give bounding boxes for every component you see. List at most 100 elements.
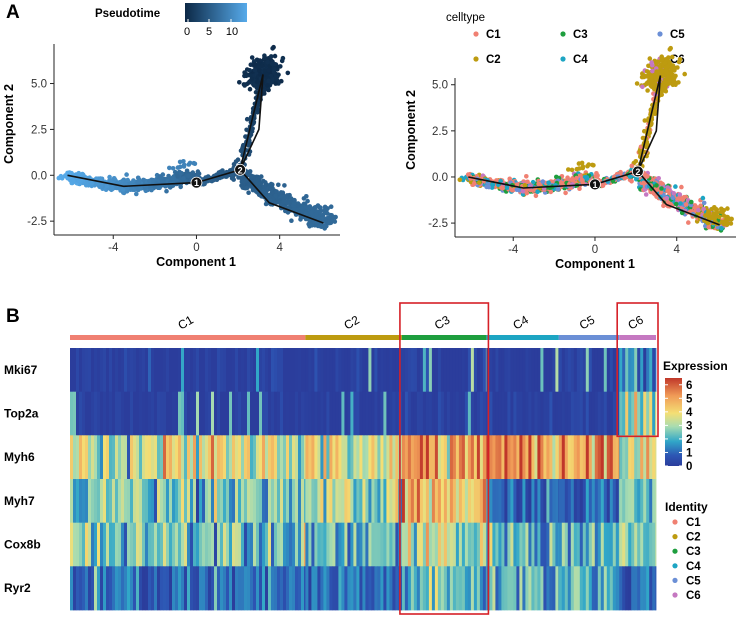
plot1-point xyxy=(274,189,279,194)
plot1-point xyxy=(120,187,126,192)
heatmap-cell xyxy=(317,348,321,393)
plot2-point xyxy=(727,216,732,222)
heatmap-cell xyxy=(634,522,638,567)
heatmap-cell xyxy=(181,479,185,524)
heatmap-cell xyxy=(449,566,454,611)
heatmap-cell xyxy=(392,566,396,611)
heatmap-cell xyxy=(94,566,98,611)
heatmap-cell xyxy=(241,391,245,436)
plot1-point xyxy=(331,214,336,220)
plot2-point xyxy=(654,183,659,188)
heatmap-cell xyxy=(139,391,143,436)
heatmap-cell xyxy=(507,435,511,480)
heatmap-cell xyxy=(175,348,179,393)
heatmap-cell xyxy=(546,435,550,480)
heatmap-cell xyxy=(172,566,176,611)
heatmap-cell xyxy=(422,522,427,567)
heatmap-cell xyxy=(473,348,478,393)
heatmap-cell xyxy=(298,479,302,524)
plot2-point xyxy=(701,206,706,212)
heatmap-cell xyxy=(410,522,415,567)
heatmap-cell xyxy=(476,391,481,436)
pseudotime-plot: Pseudotime 0 5 10 12 -4 0 4-2.50.02.55.0 C… xyxy=(2,3,340,269)
heatmap-cell xyxy=(618,348,620,393)
heatmap-cell xyxy=(73,522,77,567)
plot1-point xyxy=(178,184,183,190)
heatmap-cell xyxy=(410,348,415,393)
heatmap-cell xyxy=(549,566,553,611)
heatmap-cell xyxy=(455,391,460,436)
heatmap-cell xyxy=(440,479,445,524)
plot2-point xyxy=(662,84,667,89)
plot1-ylabel: Component 2 xyxy=(2,84,16,164)
heatmap-cell xyxy=(619,348,623,393)
plot1-point xyxy=(263,201,269,207)
plot2-point xyxy=(525,179,530,185)
plot2-point xyxy=(546,180,551,185)
heatmap-cell xyxy=(365,479,369,524)
plot1-point xyxy=(256,181,262,186)
plot2-point xyxy=(577,186,582,191)
heatmap-cell xyxy=(214,435,218,480)
plot1-point xyxy=(306,221,312,227)
plot1-point xyxy=(261,188,266,193)
heatmap-cell xyxy=(181,348,185,393)
heatmap-cell xyxy=(492,522,496,567)
plot2-point xyxy=(701,200,707,206)
plot1-point xyxy=(273,74,279,80)
heatmap-cell xyxy=(347,348,351,393)
heatmap-cell xyxy=(335,348,339,393)
plot2-point xyxy=(637,149,643,155)
heatmap-cell xyxy=(392,522,396,567)
plot2-ylabel: Component 2 xyxy=(404,90,418,170)
plot2-point xyxy=(654,69,659,74)
heatmap-cell xyxy=(492,479,496,524)
heatmap-cell xyxy=(537,348,541,393)
branch-point-marker xyxy=(234,163,247,176)
heatmap-cell xyxy=(431,479,436,524)
heatmap-cell xyxy=(109,566,113,611)
heatmap-cell xyxy=(631,435,635,480)
heatmap-cell xyxy=(232,479,236,524)
heatmap-cell xyxy=(492,435,496,480)
heatmap-cell xyxy=(401,566,403,611)
heatmap-cell xyxy=(579,566,584,611)
plot2-point xyxy=(670,195,675,200)
heatmap-cell xyxy=(226,566,230,611)
heatmap-cell xyxy=(172,435,176,480)
heatmap-cell xyxy=(100,348,104,393)
heatmap-cell xyxy=(335,566,339,611)
heatmap-cell xyxy=(576,479,581,524)
plot2-point xyxy=(563,190,568,196)
heatmap-cell xyxy=(365,348,369,393)
heatmap-cell xyxy=(646,522,650,567)
heatmap-cell xyxy=(419,348,424,393)
heatmap-cell xyxy=(431,348,436,393)
heatmap-cell xyxy=(649,522,653,567)
heatmap-cell xyxy=(139,522,143,567)
plot1-point xyxy=(243,178,249,184)
heatmap-cell xyxy=(585,348,590,393)
heatmap-cell xyxy=(531,522,535,567)
plot1-point xyxy=(159,178,165,184)
heatmap-cell xyxy=(341,566,345,611)
heatmap-cell xyxy=(314,479,318,524)
heatmap-cell xyxy=(407,522,412,567)
heatmap-cell xyxy=(552,391,556,436)
heatmap-cell xyxy=(88,479,92,524)
heatmap-cell xyxy=(265,566,269,611)
heatmap-cell xyxy=(142,391,146,436)
heatmap-cell xyxy=(606,391,611,436)
plot1-point xyxy=(136,179,142,185)
heatmap-cell xyxy=(603,566,608,611)
heatmap-cell xyxy=(305,566,309,611)
heatmap-cell xyxy=(365,391,369,436)
plot1-point xyxy=(276,182,281,188)
heatmap-cell xyxy=(79,522,83,567)
heatmap-cell xyxy=(597,522,602,567)
heatmap-cell xyxy=(522,566,526,611)
heatmap-cell xyxy=(377,348,381,393)
plot2-point xyxy=(682,71,687,77)
heatmap-cell xyxy=(564,391,569,436)
heatmap-cell xyxy=(133,479,137,524)
